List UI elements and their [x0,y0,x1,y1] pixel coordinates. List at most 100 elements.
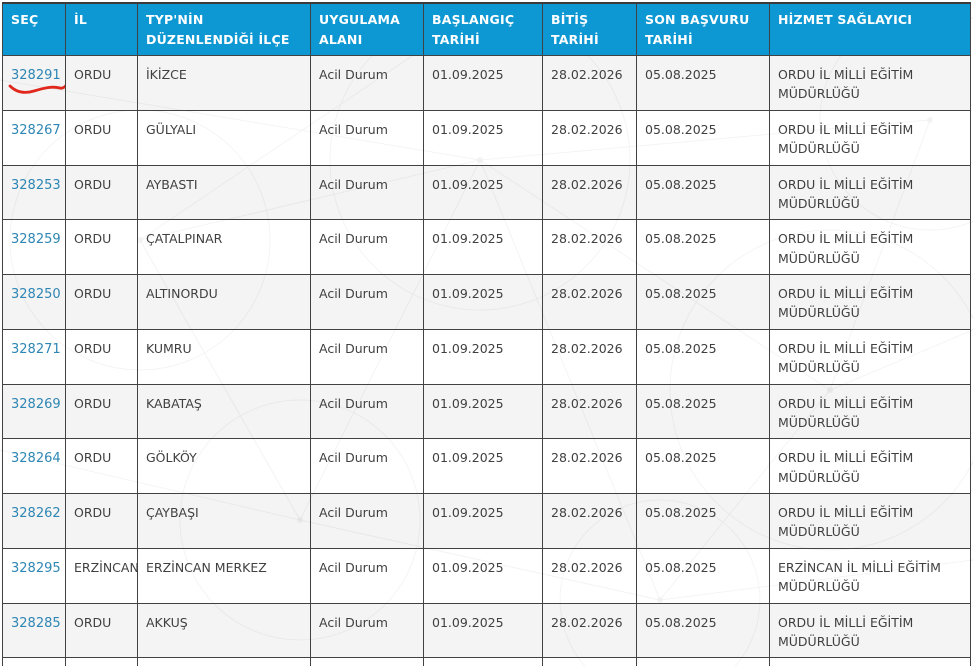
son_basvuru-cell: 05.08.2025 [636,55,770,111]
column-header-ilce: TYP'NİN DÜZENLENDİĞİ İLÇE [137,2,311,56]
sec-cell: 328271 [2,328,66,385]
son_basvuru-cell: 05.08.2025 [636,547,770,604]
sec-link[interactable]: 328267 [11,122,61,138]
sec-link[interactable]: 328253 [11,177,61,193]
il-cell: ERZİNCAN [65,547,138,604]
il-cell: ORDU [65,657,138,666]
baslangic-cell: 01.09.2025 [423,493,543,549]
sec-link[interactable]: 328262 [11,506,61,521]
il-cell: ORDU [65,55,138,111]
bitis-cell: 28.02.2026 [542,109,637,166]
baslangic-cell: 01.09.2025 [423,383,543,440]
ilce-cell: ERZİNCAN MERKEZ [137,547,311,604]
red-underline-annotation [8,84,65,94]
sec-link[interactable]: 328271 [11,341,61,357]
table-body: 328291 ORDU İKİZCE Acil Durum 01.09.2025 28.0… [2,55,971,666]
il-cell: ORDU [65,493,138,549]
bitis-cell: 28.02.2026 [542,438,637,494]
son_basvuru-cell: 05.08.2025 [636,602,770,659]
hizmet-cell: ORDU İL MİLLİ EĞİTİM MÜDÜRLÜĞÜ [769,109,971,166]
baslangic-cell: 01.09.2025 [423,274,543,330]
bitis-cell: 28.02.2026 [542,274,637,330]
uygulama-cell: Acil Durum [310,274,424,330]
uygulama-cell: Acil Durum [310,547,424,604]
sec-link[interactable]: 328250 [11,287,61,302]
hizmet-cell: ORDU İL MİLLİ EĞİTİM MÜDÜRLÜĞÜ [769,274,971,330]
ilce-cell: KABATAŞ [137,383,311,440]
ilce-cell: GÖLKÖY [137,438,311,494]
table-row: 328262 ORDU ÇAYBAŞI Acil Durum 01.09.2025 28.… [2,493,971,549]
baslangic-cell: 01.09.2025 [423,438,543,494]
table-row: 328269 ORDU KABATAŞ Acil Durum 01.09.2025 28.… [2,383,971,440]
column-header-il: İL [65,2,138,56]
ilce-cell: İKİZCE [137,55,311,111]
hizmet-cell: ORDU İL MİLLİ EĞİTİM MÜDÜRLÜĞÜ [769,438,971,494]
ilce-cell: AKKUŞ [137,602,311,659]
uygulama-cell: Acil Durum [310,55,424,111]
uygulama-cell: Acil Durum [310,164,424,221]
il-cell: ORDU [65,164,138,221]
sec-cell: 328269 [2,383,66,440]
table-row: 328294ORDUÜNYEAcil Durum01.09.202528.02.… [2,657,971,666]
hizmet-cell: ORDU İL MİLLİ EĞİTİM MÜDÜRLÜĞÜ [769,493,971,549]
uygulama-cell: Acil Durum [310,657,424,666]
bitis-cell: 28.02.2026 [542,164,637,221]
column-header-son-basvuru: SON BAŞVURU TARİHİ [636,2,770,56]
ilce-cell: ÜNYE [137,657,311,666]
hizmet-cell: ORDU İL MİLLİ EĞİTİM MÜDÜRLÜĞÜ [769,383,971,440]
hizmet-cell: ORDU İL MİLLİ EĞİTİM MÜDÜRLÜĞÜ [769,164,971,221]
sec-link[interactable]: 328264 [11,451,61,467]
table-row: 328295 ERZİNCAN ERZİNCAN MERKEZ Acil Durum 0… [2,547,971,604]
uygulama-cell: Acil Durum [310,109,424,166]
sec-link[interactable]: 328291 [11,68,61,83]
son_basvuru-cell: 05.08.2025 [636,438,770,494]
bitis-cell: 28.02.2026 [542,383,637,440]
sec-cell: 328294 [2,657,66,666]
sec-cell: 328264 [2,438,66,494]
baslangic-cell: 01.09.2025 [423,55,543,111]
hizmet-cell: ORDU İL MİLLİ EĞİTİM MÜDÜRLÜĞÜ [769,602,971,659]
hizmet-cell: ORDU İL MİLLİ EĞİTİM MÜDÜRLÜĞÜ [769,328,971,385]
son_basvuru-cell: 05.08.2025 [636,274,770,330]
table-row: 328271 ORDU KUMRU Acil Durum 01.09.2025 28.02… [2,328,971,385]
son_basvuru-cell: 05.08.2025 [636,493,770,549]
baslangic-cell: 01.09.2025 [423,547,543,604]
sec-cell: 328250 [2,274,66,330]
ilce-cell: GÜLYALI [137,109,311,166]
son_basvuru-cell: 05.08.2025 [636,657,770,666]
il-cell: ORDU [65,602,138,659]
il-cell: ORDU [65,328,138,385]
bitis-cell: 28.02.2026 [542,657,637,666]
uygulama-cell: Acil Durum [310,383,424,440]
table-row: 328291 ORDU İKİZCE Acil Durum 01.09.2025 28.0… [2,55,971,111]
sec-cell: 328262 [2,493,66,549]
ilce-cell: ÇATALPINAR [137,219,311,275]
bitis-cell: 28.02.2026 [542,547,637,604]
hizmet-cell: ORDU İL MİLLİ EĞİTİM MÜDÜRLÜĞÜ [769,657,971,666]
bitis-cell: 28.02.2026 [542,493,637,549]
table-header: SEÇ İL TYP'NİN DÜZENLENDİĞİ İLÇE UYGULAM… [2,2,971,56]
ilce-cell: ALTINORDU [137,274,311,330]
sec-link[interactable]: 328295 [11,560,61,576]
ilce-cell: AYBASTI [137,164,311,221]
table-row: 328253 ORDU AYBASTI Acil Durum 01.09.2025 28.… [2,164,971,221]
sec-link[interactable]: 328259 [11,232,61,248]
sec-cell: 328295 [2,547,66,604]
sec-cell: 328267 [2,109,66,166]
ilce-cell: ÇAYBAŞI [137,493,311,549]
il-cell: ORDU [65,109,138,166]
column-header-sec: SEÇ [2,2,66,56]
sec-link[interactable]: 328285 [11,615,61,631]
sec-cell: 328259 [2,219,66,275]
bitis-cell: 28.02.2026 [542,219,637,275]
uygulama-cell: Acil Durum [310,438,424,494]
il-cell: ORDU [65,438,138,494]
table-row: 328267 ORDU GÜLYALI Acil Durum 01.09.2025 28.… [2,109,971,166]
column-header-baslangic: BAŞLANGIÇ TARİHİ [423,2,543,56]
sec-link[interactable]: 328269 [11,396,61,412]
ilce-cell: KUMRU [137,328,311,385]
son_basvuru-cell: 05.08.2025 [636,219,770,275]
sec-cell: 328285 [2,602,66,659]
